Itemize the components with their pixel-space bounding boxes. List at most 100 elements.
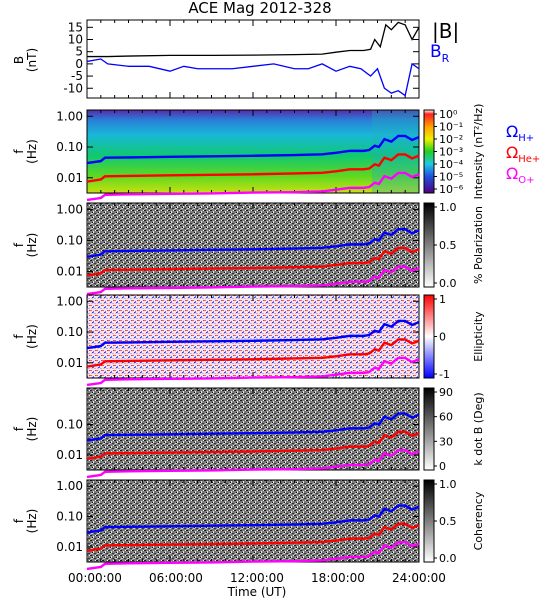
omega-o-line bbox=[86, 171, 420, 202]
colorbar-label: % Polarization bbox=[472, 206, 485, 284]
y-tick-label: -10 bbox=[63, 81, 83, 95]
time-tick-label: 00:00:00 bbox=[68, 571, 122, 585]
y-axis-label: f(Hz) bbox=[12, 233, 39, 258]
colorbar-tick-label: 30 bbox=[439, 435, 453, 448]
omega-h-line bbox=[86, 412, 420, 442]
power-spectrum-panel: 1.00 0.10 0.01 f(Hz) 10⁰10⁻¹10⁻²10⁻³10⁻⁴10⁻⁵… bbox=[12, 104, 540, 202]
polarization-panel: 1.00 0.10 0.01 f(Hz) 1.0 0.5 0.0 % Polarization bbox=[12, 201, 485, 296]
colorbar-tick-label: 10⁰ bbox=[439, 108, 458, 121]
colorbar bbox=[423, 387, 435, 471]
coherency-panel: 1.00 0.10 0.01 f(Hz) 1.0 0.5 0.0 Coherency bbox=[12, 478, 485, 571]
y-axis-label: f(Hz) bbox=[12, 324, 39, 349]
y-axis-label: f(Hz) bbox=[12, 417, 39, 442]
colorbar-label: Coherency bbox=[472, 491, 485, 550]
omega-h-line bbox=[86, 134, 420, 165]
colorbar-tick-label: 0.5 bbox=[439, 515, 457, 528]
colorbar-tick-label: 0 bbox=[439, 331, 446, 344]
omega-o-line bbox=[86, 265, 420, 296]
omega-o-line bbox=[86, 448, 420, 479]
omega-h-line bbox=[86, 319, 420, 350]
legend-b-total: |B| bbox=[432, 19, 459, 43]
legend-b-radial: BR bbox=[430, 42, 450, 65]
y-tick-label: 0.01 bbox=[56, 448, 83, 462]
y-tick-label: 5 bbox=[75, 45, 83, 59]
colorbar bbox=[423, 479, 435, 563]
colorbar bbox=[423, 109, 435, 194]
y-tick-label: 0.10 bbox=[56, 418, 83, 432]
omega-he-line bbox=[86, 246, 420, 277]
colorbar-label: k dot B (Deg) bbox=[472, 392, 485, 465]
spectrogram-image bbox=[87, 110, 419, 193]
y-tick-label: 0.01 bbox=[56, 171, 83, 185]
y-tick-label: 1.00 bbox=[56, 202, 83, 216]
time-tick-label: 06:00:00 bbox=[149, 571, 203, 585]
spectrogram-image bbox=[87, 203, 419, 287]
y-tick-label: 0.10 bbox=[56, 233, 83, 247]
y-axis-label: f(Hz) bbox=[12, 509, 39, 534]
omega-h-line bbox=[86, 504, 420, 534]
time-tick-label: 18:00:00 bbox=[311, 571, 365, 585]
y-axis-label: B(nT) bbox=[12, 48, 39, 72]
colorbar-tick-label: 1 bbox=[439, 293, 446, 306]
colorbar-label: Ellipticity bbox=[472, 311, 485, 362]
plot-frame bbox=[86, 19, 420, 99]
y-axis-label: f(Hz) bbox=[12, 139, 39, 164]
colorbar-tick-label: 60 bbox=[439, 411, 453, 424]
y-tick-label: 10 bbox=[68, 33, 83, 47]
omega-he-line bbox=[86, 338, 420, 368]
gyrofrequency-legend-item: ΩH+ bbox=[506, 122, 534, 144]
spectrogram-image bbox=[87, 388, 419, 470]
k-dot-b-panel: 0.10 0.01 f(Hz) 90 60 30 0 k dot B (Deg) bbox=[12, 386, 485, 479]
omega-o-line bbox=[86, 356, 420, 387]
colorbar-tick-label: 10⁻¹ bbox=[439, 121, 463, 134]
colorbar-tick-label: 10⁻⁵ bbox=[439, 171, 463, 184]
y-tick-label: 0.10 bbox=[56, 140, 83, 154]
colorbar-tick-label: 1.0 bbox=[439, 201, 457, 214]
colorbar-tick-label: -1 bbox=[439, 368, 450, 381]
omega-o-line bbox=[86, 540, 420, 571]
time-axis-label: Time (UT) bbox=[227, 585, 287, 599]
y-tick-label: 0.01 bbox=[56, 265, 83, 279]
omega-he-line bbox=[86, 153, 420, 183]
colorbar bbox=[423, 294, 435, 379]
b-total-line bbox=[87, 21, 420, 58]
colorbar-tick-label: 10⁻³ bbox=[439, 146, 463, 159]
y-tick-label: 1.00 bbox=[56, 479, 83, 493]
y-tick-label: 0.01 bbox=[56, 356, 83, 370]
y-tick-label: 1.00 bbox=[56, 294, 83, 308]
colorbar-tick-label: 0.0 bbox=[439, 552, 457, 565]
ellipticity-panel: 1.00 0.10 0.01 f(Hz) 1 0 -1 Ellipticity bbox=[12, 293, 485, 387]
time-tick-label: 24:00:00 bbox=[392, 571, 446, 585]
colorbar-tick-label: 10⁻⁴ bbox=[439, 158, 464, 171]
colorbar-tick-label: 90 bbox=[439, 386, 453, 399]
y-tick-label: 0.10 bbox=[56, 325, 83, 339]
colorbar-tick-label: 0 bbox=[439, 460, 446, 473]
colorbar-tick-label: 1.0 bbox=[439, 478, 457, 491]
colorbar-tick-label: 0.5 bbox=[439, 239, 457, 252]
y-tick-label: 1.00 bbox=[56, 109, 83, 123]
spectrogram-image bbox=[371, 110, 419, 193]
time-axis: 00:00:00 06:00:00 12:00:00 18:00:00 24:0… bbox=[68, 571, 446, 599]
y-tick-label: -5 bbox=[71, 69, 83, 83]
omega-h-line bbox=[86, 228, 420, 258]
y-tick-label: 0 bbox=[75, 57, 83, 71]
y-tick-label: 15 bbox=[68, 20, 83, 34]
figure-title: ACE Mag 2012-328 bbox=[188, 0, 331, 17]
omega-he-line bbox=[86, 430, 420, 460]
gyrofrequency-legend-item: ΩHe+ bbox=[506, 143, 540, 165]
colorbar bbox=[423, 202, 435, 288]
spectrogram-image bbox=[87, 295, 419, 378]
colorbar-tick-label: 10⁻⁶ bbox=[439, 183, 464, 196]
b-radial-line bbox=[86, 58, 420, 97]
colorbar-label: Intensity (nT²/Hz) bbox=[472, 104, 485, 200]
omega-he-line bbox=[86, 522, 420, 552]
y-tick-label: 0.10 bbox=[56, 510, 83, 524]
y-tick-label: 0.01 bbox=[56, 540, 83, 554]
spectrogram-image bbox=[87, 480, 419, 562]
colorbar-tick-label: 10⁻² bbox=[439, 133, 463, 146]
gyrofrequency-legend-item: ΩO+ bbox=[506, 164, 534, 186]
time-tick-label: 12:00:00 bbox=[230, 571, 284, 585]
colorbar-tick-label: 0.0 bbox=[439, 277, 457, 290]
